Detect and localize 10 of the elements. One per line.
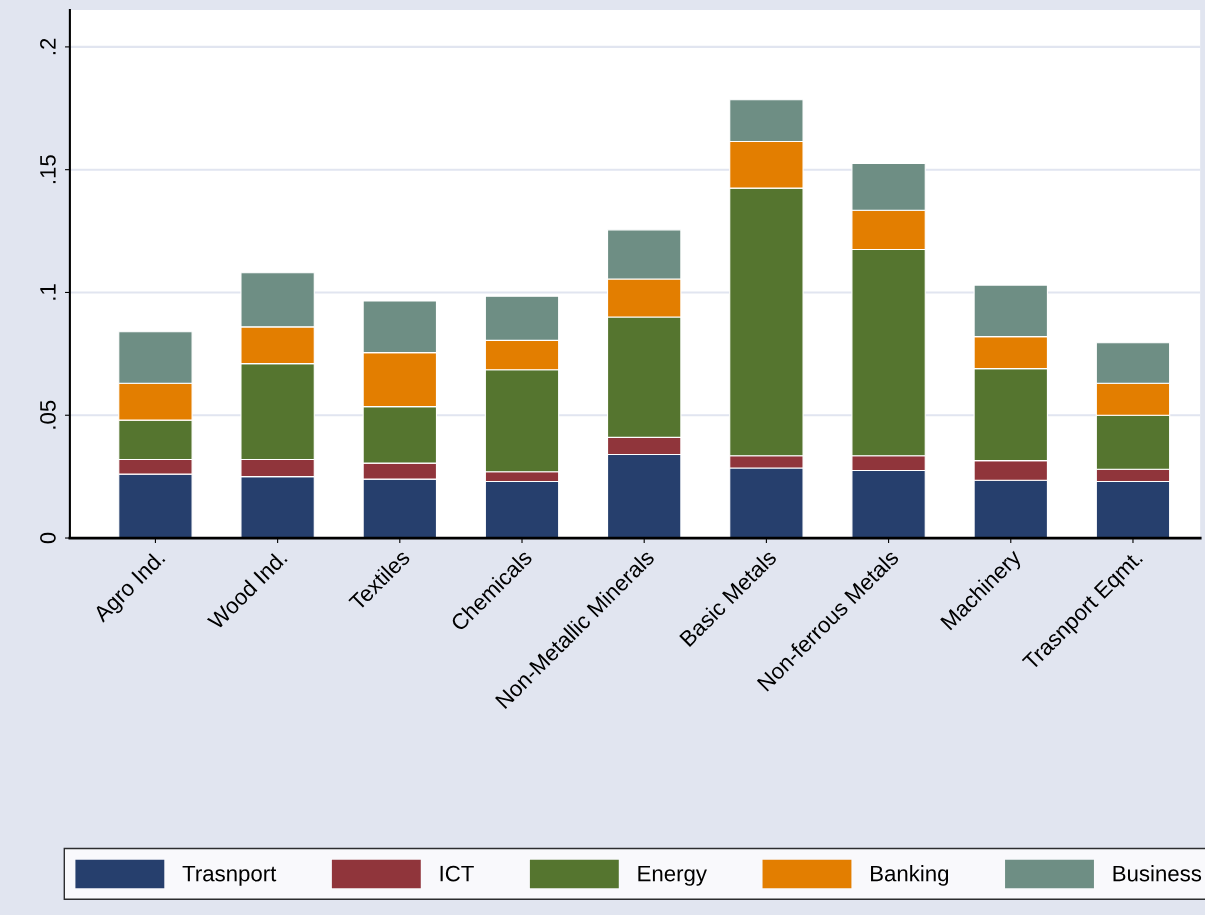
y-tick-label: 0 xyxy=(40,532,56,544)
legend-label: Banking xyxy=(871,865,949,886)
y-tick-label: .1 xyxy=(40,284,56,300)
legend-label: ICT xyxy=(440,865,474,882)
legend-label: Trasnport xyxy=(182,865,277,886)
legend-label: Business xyxy=(1113,865,1202,882)
y-tick-label: .2 xyxy=(40,38,56,55)
y-tick-label: .05 xyxy=(40,400,56,429)
y-tick-label: .15 xyxy=(40,155,56,184)
legend-label: Energy xyxy=(638,865,707,886)
